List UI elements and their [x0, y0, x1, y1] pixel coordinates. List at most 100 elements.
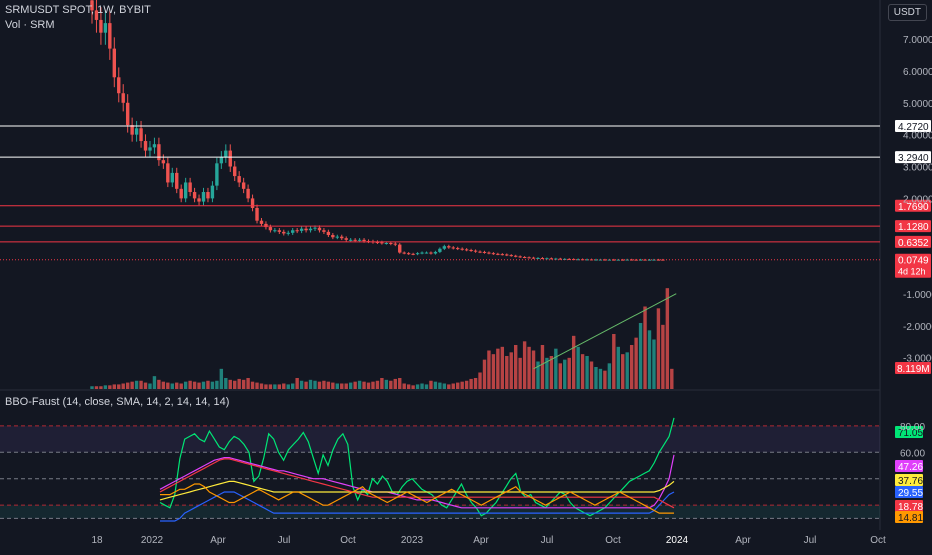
volume-bar — [411, 385, 415, 389]
symbol-title: SRMUSDT SPOT, 1W, BYBIT — [5, 4, 151, 16]
volume-bar — [241, 379, 246, 389]
volume-bar — [545, 357, 549, 389]
candle-body — [433, 251, 438, 254]
volume-bar — [264, 384, 268, 389]
volume-bar — [634, 337, 638, 389]
time-tick-label: 2024 — [666, 535, 689, 546]
volume-bar — [527, 346, 531, 389]
candle-body — [522, 257, 527, 259]
candle-body — [496, 253, 500, 255]
volume-bar — [125, 382, 130, 389]
candle-body — [94, 10, 99, 20]
candle-body — [233, 166, 237, 177]
candle-body — [362, 239, 366, 242]
volume-bar — [139, 380, 143, 389]
candle-body — [567, 258, 571, 260]
candle-body — [317, 227, 322, 231]
candle-body — [558, 258, 562, 260]
candle-body — [509, 255, 513, 257]
indicator-value-tag — [895, 460, 923, 472]
volume-bar — [496, 348, 500, 389]
volume-bar — [210, 381, 215, 389]
volume-bar — [647, 330, 652, 389]
indicator-value-tag — [895, 500, 923, 512]
candle-body — [282, 231, 286, 234]
candle-body — [157, 144, 161, 161]
volume-bar — [183, 381, 188, 389]
volume-bar — [616, 346, 620, 389]
candle-body — [99, 19, 103, 33]
time-tick-label: Oct — [340, 535, 356, 546]
volume-pane: 8.119M — [90, 288, 931, 389]
price-axis[interactable]: 7.0000 6.0000 5.0000 4.0000 3.0000 2.0000 -1.0… — [900, 35, 932, 459]
indicator-series-line — [159, 480, 675, 501]
candle-body — [540, 257, 545, 259]
candle-body — [197, 198, 201, 202]
candle-body — [175, 172, 179, 189]
volume-tick-label: -1.0000 — [903, 290, 932, 301]
indicator-value-tag — [895, 426, 923, 438]
volume-bar — [357, 380, 362, 389]
volume-bar — [514, 345, 518, 389]
level-price-tag — [895, 235, 931, 248]
volume-bar — [224, 378, 228, 389]
volume-bar — [112, 384, 116, 389]
volume-bar — [518, 357, 522, 389]
volume-bar — [295, 378, 299, 389]
candle-body — [429, 252, 433, 254]
indicator-tick-label: 80.00 — [900, 422, 925, 433]
volume-bar — [143, 382, 148, 389]
volume-bar — [344, 383, 348, 389]
last-price-tag — [895, 253, 931, 278]
horizontal-levels[interactable]: 4.2720 3.2940 1.7690 1.1280 0.6352 — [0, 119, 931, 249]
volume-bar — [99, 386, 103, 389]
volume-bar — [371, 381, 375, 389]
candle-body — [348, 239, 353, 241]
volume-bar — [362, 381, 366, 389]
candle-body — [478, 251, 482, 253]
volume-bar — [246, 378, 250, 389]
candle-body — [638, 259, 643, 261]
price-tick-label: 6.0000 — [903, 67, 932, 78]
candle-body — [188, 182, 192, 193]
currency-button[interactable]: USDT — [887, 4, 927, 21]
volume-bar — [554, 348, 558, 389]
volume-bar — [188, 380, 192, 389]
time-tick-label: Apr — [473, 535, 489, 546]
candle-body — [326, 231, 331, 236]
time-axis[interactable]: 18 2022 Apr Jul Oct 2023 Apr Jul Oct 2024 Apr Jul Oc… — [91, 535, 886, 546]
volume-bar — [576, 346, 580, 389]
level-price-label: 3.2940 — [898, 153, 929, 164]
volume-bar — [273, 384, 277, 389]
candle-body — [277, 230, 282, 232]
volume-bar — [589, 361, 594, 389]
indicator-value-tag — [895, 511, 923, 523]
level-price-tag — [895, 151, 931, 164]
candle-body — [576, 259, 580, 261]
volume-bar — [603, 370, 607, 389]
candle-body — [424, 252, 429, 254]
candle-body — [402, 252, 406, 254]
candle-body — [554, 258, 558, 260]
candle-body — [308, 228, 313, 231]
volume-bar — [491, 354, 496, 389]
candle-body — [398, 244, 402, 253]
volume-bar — [629, 345, 634, 389]
volume-bar — [487, 350, 491, 389]
indicator-tick-label: 60.00 — [900, 448, 925, 459]
volume-bar — [380, 378, 384, 389]
volume-bar — [580, 354, 585, 389]
volume-bar — [442, 383, 447, 389]
indicator-value-label: 37.76 — [898, 476, 923, 487]
candle-body — [411, 253, 415, 255]
volume-bar — [621, 354, 625, 389]
time-tick-label: Apr — [735, 535, 751, 546]
volume-bar — [598, 368, 603, 389]
volume-legend: Vol · SRM — [5, 19, 55, 31]
candle-body — [612, 259, 616, 261]
candle-body — [224, 150, 228, 157]
candle-body — [353, 239, 357, 241]
overbought-zone — [0, 425, 880, 453]
